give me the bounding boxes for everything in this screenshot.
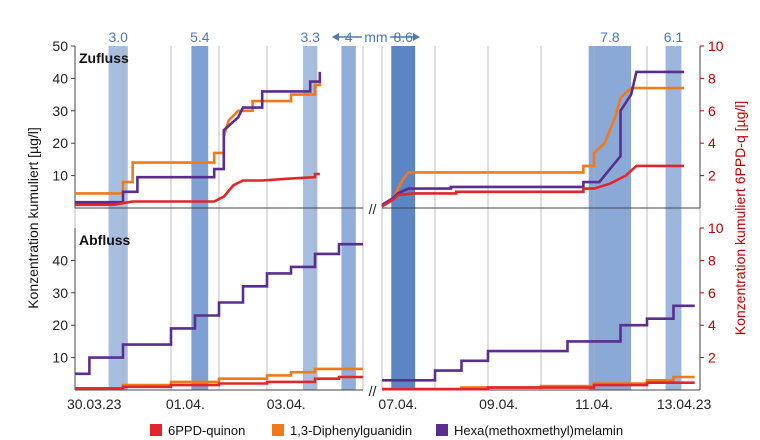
- rain-unit-label: mm: [364, 29, 387, 45]
- x-tick-label: 09.04.: [479, 396, 518, 412]
- labels-group: 3.0 5.4 3.3 4 8.6 7.8 6.1mm1020304050246810Zuf…: [25, 29, 748, 412]
- x-tick-label: 11.04.: [575, 396, 613, 412]
- right-tick-label: 2: [708, 168, 716, 184]
- rain-value-label: 3.0: [108, 29, 128, 45]
- series-line: [75, 367, 363, 390]
- legend-label: Hexa(methoxmethyl)melamin: [454, 423, 623, 438]
- rain-band: [303, 46, 318, 390]
- right-tick-label: 8: [708, 70, 716, 86]
- rain-band: [588, 46, 632, 390]
- x-tick-label: 03.04.: [267, 396, 306, 412]
- left-tick-label: 20: [52, 135, 68, 151]
- series-group: [75, 70, 695, 391]
- right-tick-label: 2: [708, 350, 716, 366]
- series-line: [382, 304, 695, 382]
- right-tick-label: 8: [708, 252, 716, 268]
- legend-swatch: [272, 424, 284, 436]
- arrow-left-head: [331, 33, 339, 41]
- series-line: [382, 381, 695, 391]
- x-tick-label: 07.04.: [378, 396, 417, 412]
- legend: 6PPD-quinon 1,3-Diphenylguanidin Hexa(meth…: [150, 423, 623, 438]
- left-tick-label: 20: [52, 317, 68, 333]
- x-tick-label: 01.04.: [166, 396, 205, 412]
- legend-swatch: [436, 424, 448, 436]
- series-line: [381, 86, 685, 208]
- rain-band: [191, 46, 209, 390]
- right-tick-label: 4: [708, 135, 716, 151]
- panel-title: Zufluss: [79, 50, 129, 66]
- y-axis-title-left: Konzentration kumuliert [µg/l]: [25, 127, 41, 309]
- series-line: [75, 78, 322, 195]
- break-mark-top: //: [369, 201, 377, 217]
- right-tick-label: 6: [708, 103, 716, 119]
- series-line: [381, 164, 685, 208]
- left-tick-label: 10: [52, 350, 68, 366]
- legend-label: 1,3-Diphenylguanidin: [290, 423, 412, 438]
- right-tick-label: 10: [708, 220, 724, 236]
- series-line: [75, 242, 363, 376]
- rain-value-label: 6.1: [664, 29, 684, 45]
- left-tick-label: 40: [52, 252, 68, 268]
- legend-label: 6PPD-quinon: [168, 423, 245, 438]
- right-tick-label: 4: [708, 317, 716, 333]
- left-tick-label: 50: [52, 38, 68, 54]
- left-tick-label: 30: [52, 103, 68, 119]
- rain-value-label: 3.3: [300, 29, 320, 45]
- series-line: [75, 71, 322, 204]
- arrow-right-head: [412, 33, 420, 41]
- rain-value-label: 5.4: [190, 29, 210, 45]
- y-axis-title-right: Konzentration kumuliert 6PPD-q [µg/l]: [732, 101, 748, 336]
- rain-bands: [108, 46, 682, 390]
- left-tick-label: 30: [52, 285, 68, 301]
- left-tick-label: 40: [52, 70, 68, 86]
- frame: [71, 45, 704, 391]
- left-tick-label: 10: [52, 168, 68, 184]
- break-mark-bottom: //: [369, 383, 377, 399]
- rain-value-label: 7.8: [600, 29, 620, 45]
- rain-band: [391, 46, 416, 390]
- right-tick-label: 6: [708, 285, 716, 301]
- right-tick-label: 10: [708, 38, 724, 54]
- series-line: [75, 375, 363, 390]
- x-tick-label: 13.04.23: [657, 396, 712, 412]
- series-line: [75, 172, 320, 207]
- x-tick-label: 30.03.23: [67, 396, 122, 412]
- panel-title: Abfluss: [79, 232, 131, 248]
- rain-band: [665, 46, 682, 390]
- rain-band: [108, 46, 128, 390]
- rain-band: [341, 46, 356, 390]
- series-line: [381, 70, 685, 206]
- legend-swatch: [150, 424, 162, 436]
